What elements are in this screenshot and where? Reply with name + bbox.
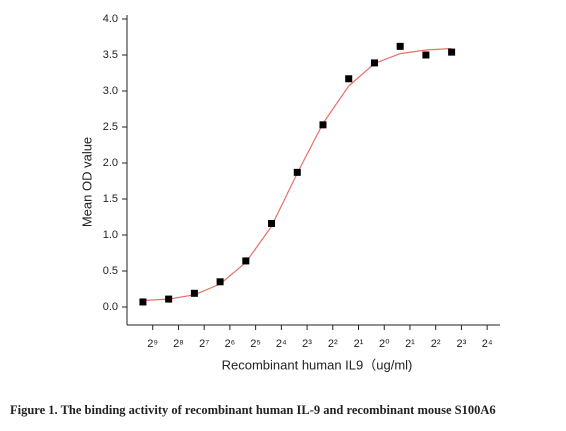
x-tick-label: 2³ (457, 338, 467, 350)
y-axis-label: Mean OD value (79, 137, 94, 227)
y-tick-label: 1.5 (103, 193, 118, 205)
y-tick-label: 1.0 (103, 229, 118, 241)
y-tick-label: 3.0 (103, 85, 118, 97)
x-tick-label: 2⁷ (199, 338, 209, 350)
x-tick-label: 2² (328, 338, 338, 350)
y-tick-label: 0.5 (103, 265, 118, 277)
x-tick-label: 2² (431, 338, 441, 350)
point (448, 48, 456, 56)
y-tick-label: 4.0 (103, 13, 118, 25)
y-tick-label: 2.5 (103, 121, 118, 133)
x-tick-label: 2⁸ (173, 338, 184, 350)
x-tick-label: 2⁰ (379, 338, 390, 350)
point (319, 121, 327, 129)
x-tick-label: 2⁵ (250, 338, 261, 350)
point (422, 51, 430, 59)
point (293, 168, 301, 176)
point (242, 257, 250, 265)
point (139, 298, 147, 306)
y-tick-label: 3.5 (103, 49, 118, 61)
caption: Figure 1. The binding activity of recomb… (10, 403, 496, 417)
x-tick-label: 2¹ (354, 338, 364, 350)
point (165, 295, 173, 303)
point (396, 42, 404, 50)
x-tick-label: 2⁶ (225, 338, 236, 350)
point (190, 289, 198, 297)
x-axis-label: Recombinant human IL9（ug/ml) (222, 357, 413, 372)
x-tick-label: 2⁹ (147, 338, 158, 350)
x-tick-label: 2⁴ (482, 338, 493, 350)
point (268, 219, 276, 227)
x-tick-label: 2³ (302, 338, 312, 350)
y-tick-label: 0.0 (103, 301, 118, 313)
point (370, 59, 378, 67)
point (345, 75, 353, 83)
x-tick-label: 2¹ (405, 338, 415, 350)
y-tick-label: 2.0 (103, 157, 118, 169)
point (216, 278, 224, 286)
x-tick-label: 2⁴ (276, 338, 287, 350)
